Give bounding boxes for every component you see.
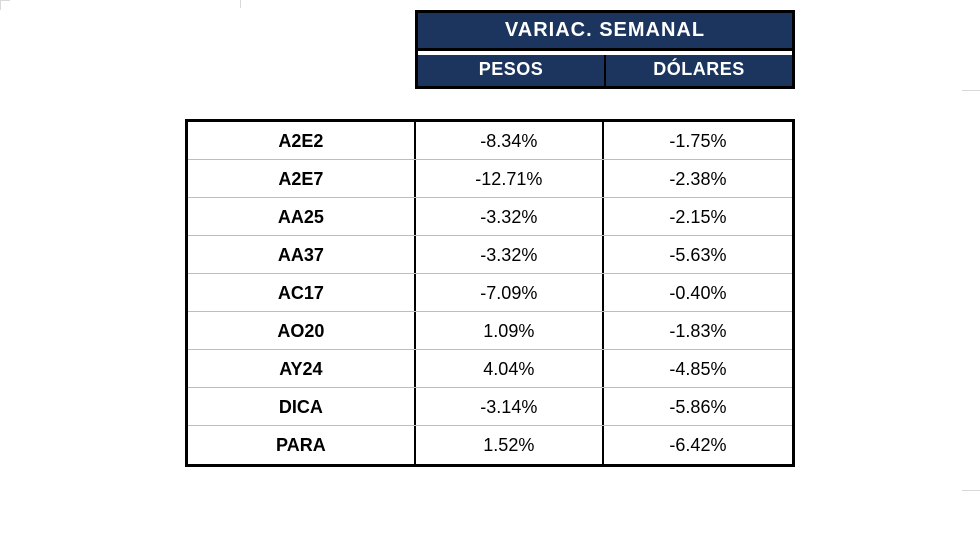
table-row: AA37 -3.32% -5.63% (188, 236, 792, 274)
row-pesos: 1.52% (416, 426, 604, 464)
row-dolares: -4.85% (604, 350, 792, 387)
row-dolares: -0.40% (604, 274, 792, 311)
row-dolares: -5.63% (604, 236, 792, 273)
gridline-tick (962, 90, 980, 91)
row-pesos: -3.32% (416, 236, 604, 273)
row-label: PARA (188, 426, 416, 464)
table-subheader-row: PESOS DÓLARES (418, 55, 792, 86)
row-label: AO20 (188, 312, 416, 349)
row-label: AA25 (188, 198, 416, 235)
row-pesos: 1.09% (416, 312, 604, 349)
table-row: A2E7 -12.71% -2.38% (188, 160, 792, 198)
gridline-tick (0, 0, 1, 10)
variation-table-container: VARIAC. SEMANAL PESOS DÓLARES A2E2 -8.34… (185, 10, 795, 467)
row-dolares: -5.86% (604, 388, 792, 425)
table-row: PARA 1.52% -6.42% (188, 426, 792, 464)
table-body: A2E2 -8.34% -1.75% A2E7 -12.71% -2.38% A… (185, 119, 795, 467)
table-row: AY24 4.04% -4.85% (188, 350, 792, 388)
row-label: AA37 (188, 236, 416, 273)
gridline-tick (240, 0, 241, 8)
row-label: A2E2 (188, 122, 416, 159)
row-dolares: -1.83% (604, 312, 792, 349)
row-pesos: -3.14% (416, 388, 604, 425)
table-row: AO20 1.09% -1.83% (188, 312, 792, 350)
gridline-tick (0, 0, 10, 1)
row-label: AC17 (188, 274, 416, 311)
column-header-dolares: DÓLARES (606, 55, 792, 86)
table-row: AC17 -7.09% -0.40% (188, 274, 792, 312)
table-row: DICA -3.14% -5.86% (188, 388, 792, 426)
row-label: A2E7 (188, 160, 416, 197)
table-header-group: VARIAC. SEMANAL PESOS DÓLARES (415, 10, 795, 89)
row-pesos: -7.09% (416, 274, 604, 311)
row-dolares: -6.42% (604, 426, 792, 464)
table-row: A2E2 -8.34% -1.75% (188, 122, 792, 160)
column-header-pesos: PESOS (418, 55, 606, 86)
row-dolares: -2.38% (604, 160, 792, 197)
row-dolares: -2.15% (604, 198, 792, 235)
row-pesos: -12.71% (416, 160, 604, 197)
row-pesos: 4.04% (416, 350, 604, 387)
gridline-tick (962, 490, 980, 491)
row-pesos: -3.32% (416, 198, 604, 235)
row-dolares: -1.75% (604, 122, 792, 159)
table-row: AA25 -3.32% -2.15% (188, 198, 792, 236)
row-label: DICA (188, 388, 416, 425)
row-label: AY24 (188, 350, 416, 387)
table-title: VARIAC. SEMANAL (418, 13, 792, 48)
row-pesos: -8.34% (416, 122, 604, 159)
